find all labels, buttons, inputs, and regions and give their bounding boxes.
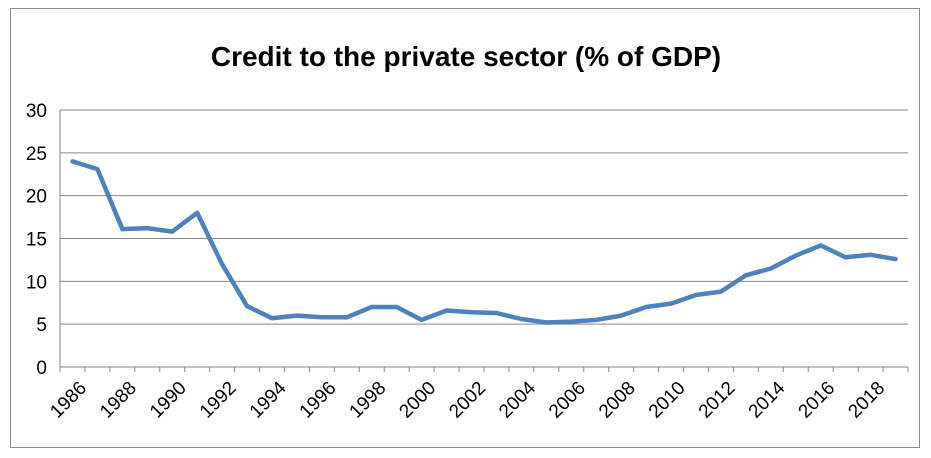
line-chart: Credit to the private sector (% of GDP) … [26, 41, 909, 423]
x-tick-label-2004: 2004 [495, 377, 540, 422]
gridlines [60, 109, 908, 325]
x-tick-label-2002: 2002 [445, 378, 490, 423]
y-tick-label-20: 20 [26, 187, 47, 208]
series-line-0 [70, 159, 898, 325]
y-tick-label-10: 10 [26, 272, 47, 293]
x-tick-label-1996: 1996 [296, 378, 341, 423]
y-tick-label-15: 15 [26, 230, 47, 251]
x-tick-label-1994: 1994 [246, 377, 291, 422]
x-tick-label-2010: 2010 [645, 378, 690, 423]
x-tick-label-2016: 2016 [795, 378, 840, 423]
x-tick-label-2014: 2014 [745, 377, 790, 422]
series-layer [70, 159, 898, 325]
x-tick-label-2000: 2000 [395, 378, 440, 423]
y-axis: 0 5 10 15 20 25 30 [26, 101, 61, 379]
x-tick-label-1988: 1988 [96, 378, 141, 423]
x-tick-label-2018: 2018 [844, 378, 889, 423]
y-tick-label-30: 30 [26, 101, 47, 122]
chart-title: Credit to the private sector (% of GDP) [211, 41, 721, 72]
y-tick-label-25: 25 [26, 144, 47, 165]
x-tick-label-1998: 1998 [346, 378, 391, 423]
y-tick-label-0: 0 [36, 358, 47, 379]
chart-frame: Credit to the private sector (% of GDP) … [10, 8, 920, 448]
x-axis: 1986 1988 1990 1992 1994 1996 1998 2000 2002 2004… [46, 366, 909, 423]
x-tick-label-1992: 1992 [196, 378, 241, 423]
y-tick-label-5: 5 [36, 315, 47, 336]
x-tick-label-2006: 2006 [545, 378, 590, 423]
x-tick-label-2008: 2008 [595, 378, 640, 423]
x-tick-label-1986: 1986 [46, 378, 91, 423]
x-tick-label-2012: 2012 [695, 378, 740, 423]
x-tick-label-1990: 1990 [146, 378, 191, 423]
